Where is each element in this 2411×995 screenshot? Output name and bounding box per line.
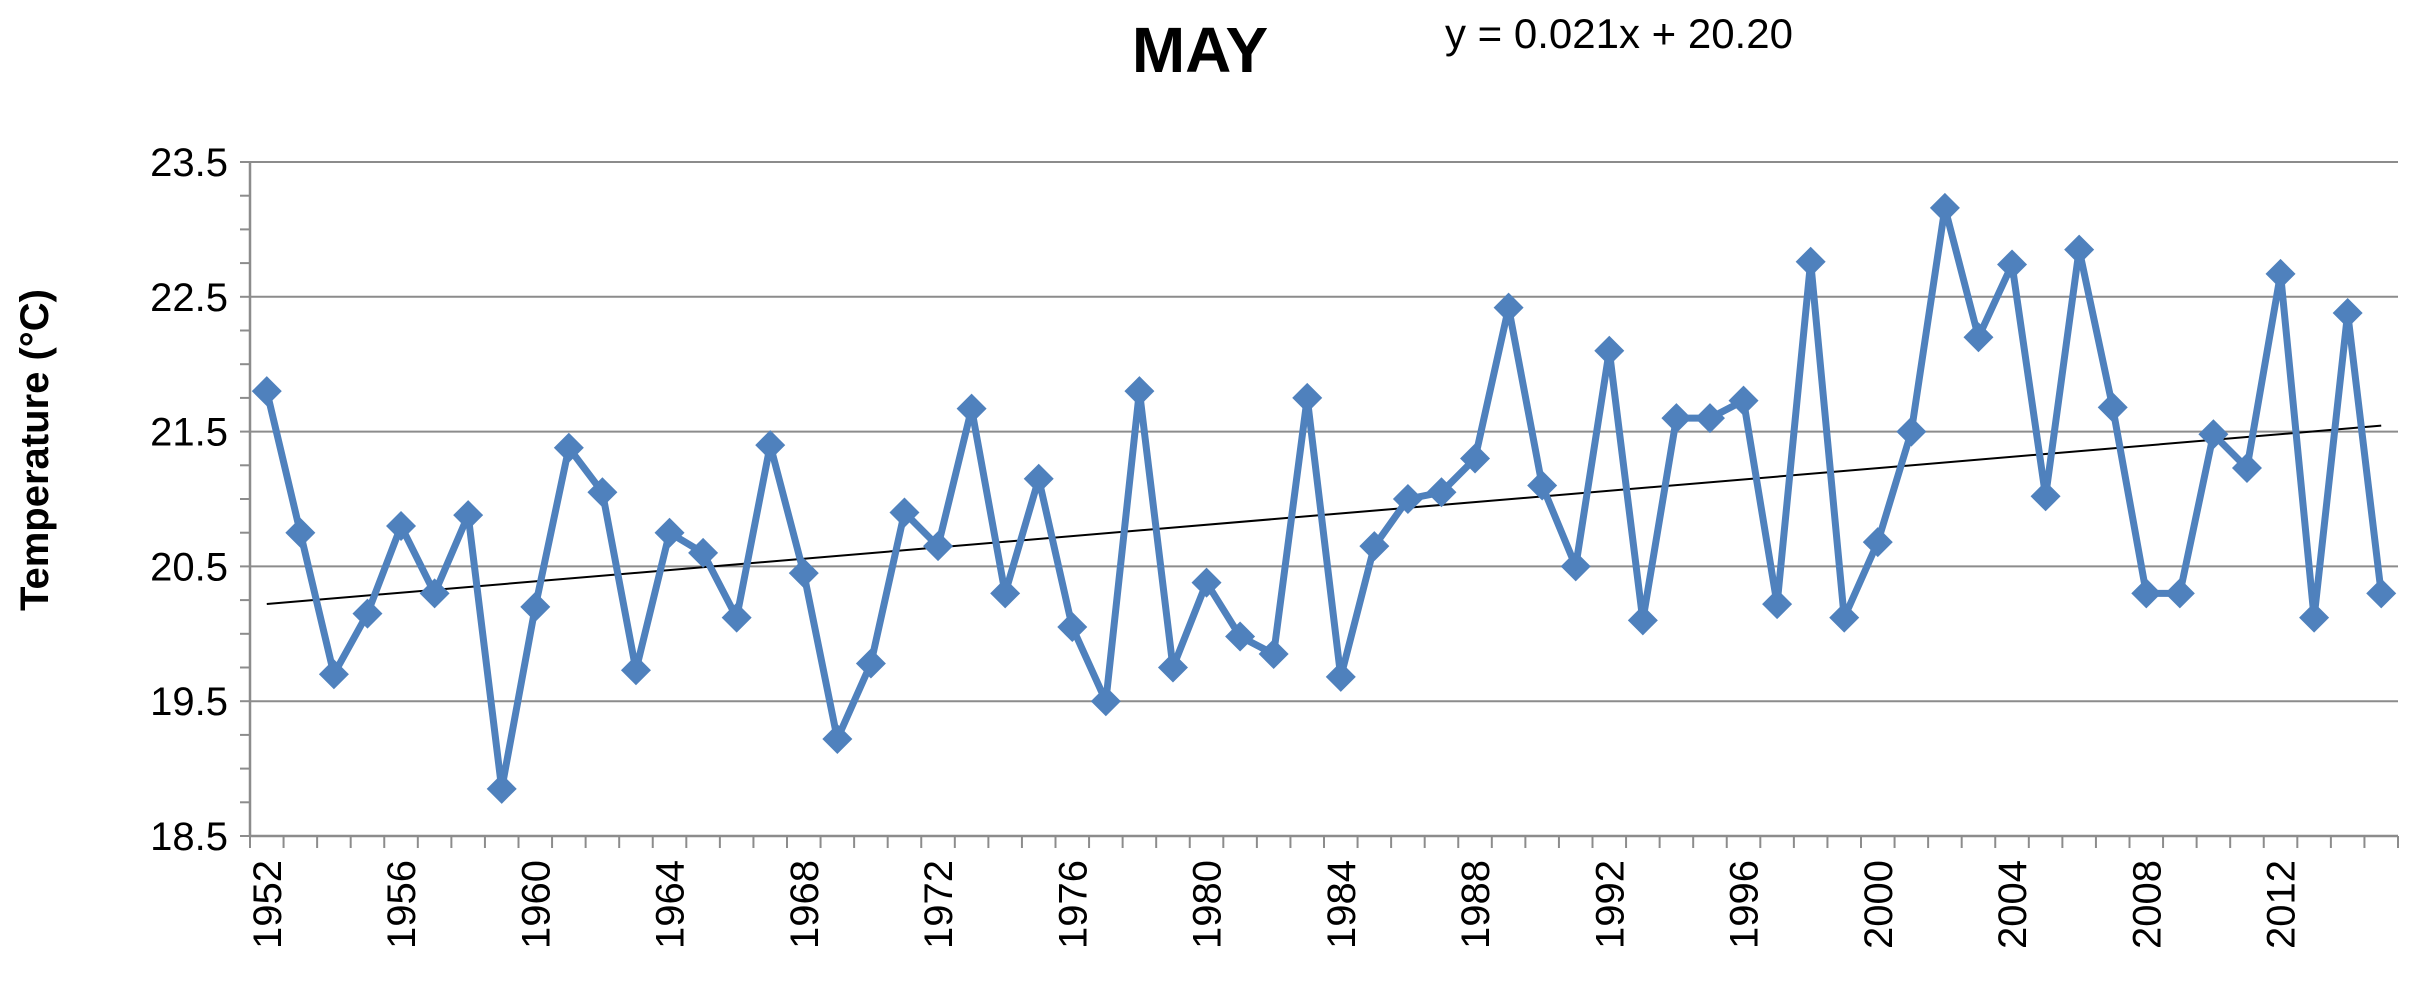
x-tick-label: 1968 [783, 860, 827, 949]
data-point [990, 578, 1021, 609]
x-tick-label: 2012 [2260, 860, 2304, 949]
data-point [788, 558, 819, 589]
y-tick-label: 23.5 [150, 141, 228, 185]
y-tick-label: 21.5 [150, 411, 228, 455]
data-point [1728, 385, 1759, 416]
x-tick-label: 1988 [1454, 860, 1498, 949]
x-tick-label: 1956 [380, 860, 424, 949]
x-tick-label: 1984 [1320, 860, 1364, 949]
data-point [1527, 470, 1558, 501]
data-point [855, 648, 886, 679]
data-point [2299, 602, 2330, 633]
data-point [1560, 551, 1591, 582]
data-point [1023, 463, 1054, 494]
data-point [1963, 322, 1994, 353]
data-point [2332, 297, 2363, 328]
series-line [263, 204, 2385, 793]
data-point [1325, 661, 1356, 692]
data-point [553, 432, 584, 463]
data-point [721, 602, 752, 633]
data-point [2097, 392, 2128, 423]
data-point [251, 376, 282, 407]
data-point [1493, 292, 1524, 323]
data-point [1929, 192, 1960, 223]
data-point [2265, 258, 2296, 289]
series-group [251, 192, 2397, 804]
data-point [1694, 403, 1725, 434]
x-tick-label: 1960 [514, 860, 558, 949]
data-point [1124, 376, 1155, 407]
data-point [1896, 416, 1927, 447]
data-point [1862, 527, 1893, 558]
data-point [1191, 567, 1222, 598]
data-point [654, 517, 685, 548]
y-axis-label: Temperature (°C) [13, 289, 57, 611]
data-point [889, 497, 920, 528]
axes [240, 161, 2399, 848]
data-point [352, 598, 383, 629]
y-tick-labels: 18.5 19.5 20.5 21.5 22.5 23.5 [150, 141, 228, 859]
x-tick-label: 2008 [2125, 860, 2169, 949]
data-point [2366, 578, 2397, 609]
y-tick-label: 20.5 [150, 545, 228, 589]
data-point [2030, 481, 2061, 512]
data-point [1392, 484, 1423, 514]
data-point [386, 510, 417, 541]
x-tick-label: 2004 [1991, 860, 2035, 949]
data-point [1292, 382, 1323, 413]
data-point [318, 659, 349, 690]
data-point [1594, 335, 1625, 366]
data-point [1090, 686, 1121, 717]
x-tick-label: 1992 [1588, 860, 1632, 949]
data-point [520, 591, 551, 622]
data-point [2164, 578, 2195, 609]
data-point [419, 578, 450, 609]
data-point [1762, 589, 1793, 620]
data-point [2198, 419, 2229, 450]
data-point [1057, 612, 1088, 643]
data-point [486, 773, 517, 804]
data-point [2131, 578, 2162, 609]
y-tick-label: 22.5 [150, 276, 228, 320]
x-tick-label: 1952 [246, 860, 290, 949]
data-point [620, 655, 651, 686]
x-tick-label: 1996 [1723, 860, 1767, 949]
data-point [1258, 639, 1289, 670]
data-point [1997, 249, 2028, 280]
data-point [688, 537, 719, 568]
y-tick-label: 18.5 [150, 815, 228, 859]
data-point [1359, 531, 1390, 562]
data-point [285, 517, 316, 548]
y-tick-label: 19.5 [150, 680, 228, 724]
x-tick-label: 1964 [649, 860, 693, 949]
data-point [587, 477, 618, 508]
x-tick-label: 1980 [1186, 860, 1230, 949]
trend-equation: y = 0.021x + 20.20 [1445, 10, 1793, 57]
data-point [1661, 403, 1692, 434]
x-tick-label: 2000 [1857, 860, 1901, 949]
data-point [755, 430, 786, 461]
data-point [1225, 621, 1256, 652]
data-point [453, 500, 484, 531]
data-point [1627, 605, 1658, 636]
data-point [2064, 234, 2095, 265]
x-tick-label: 1972 [917, 860, 961, 949]
data-point [1829, 602, 1860, 633]
gridlines [250, 161, 2398, 703]
data-point [923, 531, 954, 562]
data-point [822, 723, 853, 754]
data-point [2231, 452, 2262, 483]
data-point [1157, 652, 1188, 683]
chart-title: MAY [1132, 14, 1268, 86]
data-point [956, 393, 987, 424]
data-point [1795, 246, 1826, 277]
x-tick-labels: 1952 1956 1960 1964 1968 1972 1976 1980 1984 1988… [246, 860, 2304, 949]
data-point [1426, 477, 1457, 508]
data-point [1460, 443, 1491, 474]
x-tick-label: 1976 [1051, 860, 1095, 949]
